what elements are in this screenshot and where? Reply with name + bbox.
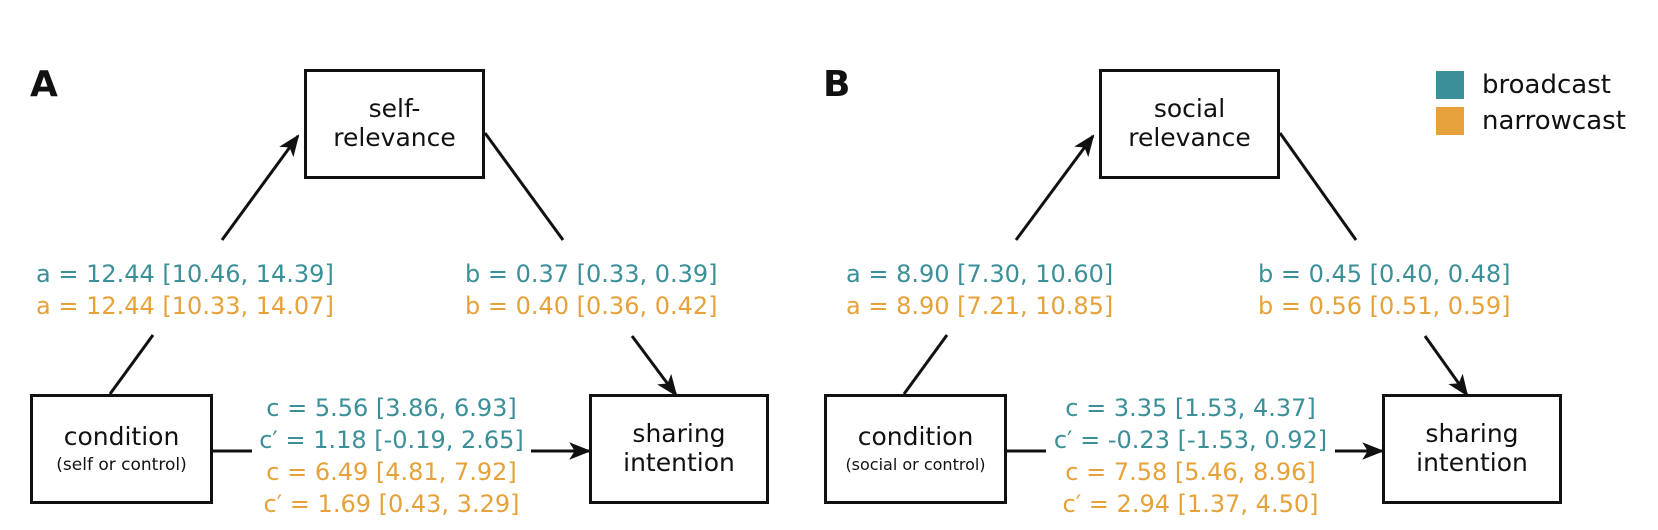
b-path-narrowcast: b = 0.56 [0.51, 0.59] — [1258, 292, 1511, 320]
condition-label: condition — [63, 421, 180, 451]
b-path-arrow-lower — [1423, 335, 1469, 397]
legend-swatch-broadcast — [1436, 71, 1464, 99]
condition-label: condition — [857, 422, 974, 452]
c-path-stats: c = 3.35 [1.53, 4.37] c′ = -0.23 [-1.53,… — [1046, 392, 1335, 520]
outcome-box: sharing intention — [1382, 394, 1562, 504]
legend-item-broadcast: broadcast — [1436, 70, 1611, 100]
b-path-arrow-upper — [1278, 132, 1358, 241]
condition-sublabel: (social or control) — [845, 455, 986, 475]
outcome-label-line1: sharing — [632, 419, 726, 449]
mediator-label-line2: relevance — [333, 123, 456, 152]
outcome-label-line1: sharing — [1425, 419, 1519, 449]
a-path-narrowcast: a = 12.44 [10.33, 14.07] — [36, 292, 334, 320]
a-path-arrow-upper — [1014, 134, 1095, 241]
outcome-box: sharing intention — [589, 394, 769, 504]
c-path-stat: c′ = 1.18 [-0.19, 2.65] — [259, 426, 524, 454]
panel-letter-b: B — [823, 64, 851, 105]
legend-swatch-narrowcast — [1436, 107, 1464, 135]
c-path-stat: c = 3.35 [1.53, 4.37] — [1065, 394, 1316, 422]
outcome-label-line2: intention — [1416, 448, 1528, 477]
a-path-broadcast: a = 12.44 [10.46, 14.39] — [36, 260, 334, 288]
condition-sublabel: (self or control) — [56, 454, 187, 475]
legend-item-narrowcast: narrowcast — [1436, 106, 1626, 136]
mediator-box: social relevance — [1099, 69, 1280, 179]
c-path-stat: c = 5.56 [3.86, 6.93] — [266, 394, 517, 422]
mediator-box: self- relevance — [304, 69, 485, 179]
mediator-label-line1: social — [1153, 94, 1226, 124]
b-path-arrow-upper — [483, 132, 565, 241]
c-path-stat: c = 6.49 [4.81, 7.92] — [266, 458, 517, 486]
b-path-arrow-lower — [630, 335, 678, 397]
a-path-narrowcast: a = 8.90 [7.21, 10.85] — [846, 292, 1114, 320]
a-path-arrow-lower — [902, 334, 949, 395]
b-path-broadcast: b = 0.45 [0.40, 0.48] — [1258, 260, 1511, 288]
condition-box: condition (self or control) — [30, 394, 213, 504]
c-path-stat: c = 7.58 [5.46, 8.96] — [1065, 458, 1316, 486]
c-path-stat: c′ = -0.23 [-1.53, 0.92] — [1053, 426, 1328, 454]
legend-label: broadcast — [1482, 70, 1611, 100]
mediator-label-line1: self- — [368, 94, 421, 124]
a-path-arrow-lower — [108, 334, 155, 395]
legend-label: narrowcast — [1482, 106, 1626, 136]
c-path-stat: c′ = 2.94 [1.37, 4.50] — [1062, 490, 1319, 518]
panel-letter-a: A — [30, 64, 58, 105]
c-path-stat: c′ = 1.69 [0.43, 3.29] — [263, 490, 520, 518]
b-path-narrowcast: b = 0.40 [0.36, 0.42] — [465, 292, 718, 320]
a-path-arrow-upper — [220, 134, 300, 241]
outcome-label-line2: intention — [623, 448, 735, 477]
b-path-broadcast: b = 0.37 [0.33, 0.39] — [465, 260, 718, 288]
condition-box: condition (social or control) — [824, 394, 1007, 504]
c-path-stats: c = 5.56 [3.86, 6.93] c′ = 1.18 [-0.19, … — [252, 392, 531, 520]
mediator-label-line2: relevance — [1128, 123, 1251, 152]
a-path-broadcast: a = 8.90 [7.30, 10.60] — [846, 260, 1114, 288]
